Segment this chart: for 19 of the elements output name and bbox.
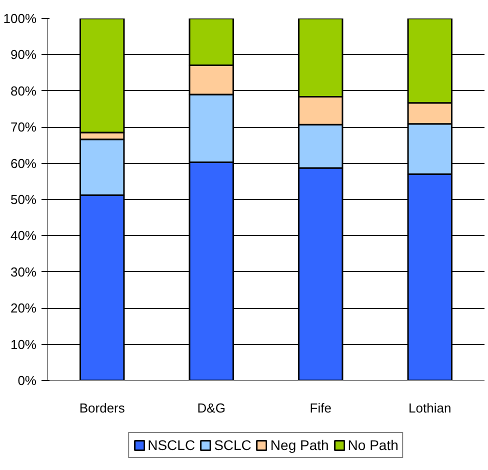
y-tick-label: 100%	[3, 11, 37, 26]
y-tick-label: 60%	[10, 156, 37, 171]
y-tick-label: 90%	[10, 47, 37, 62]
y-tick-label: 70%	[10, 120, 37, 135]
x-tick-label: Borders	[79, 400, 126, 416]
y-tick-label: 40%	[10, 228, 37, 244]
y-tick-label: 20%	[10, 300, 37, 316]
y-tick-label: 50%	[10, 192, 37, 207]
y-tick-label: 0%	[18, 373, 37, 388]
x-tick-label: D&G	[197, 400, 226, 416]
legend-label: No Path	[348, 437, 398, 453]
y-tick-label: 80%	[10, 83, 37, 98]
y-tick-label: 10%	[10, 336, 37, 352]
legend-label: NSCLC	[148, 437, 196, 453]
legend-label: Neg Path	[270, 437, 329, 453]
y-tick-label: 30%	[10, 264, 37, 280]
x-tick-label: Lothian	[408, 400, 452, 416]
x-tick-label: Fife	[310, 400, 332, 416]
legend-label: SCLC	[214, 437, 252, 453]
